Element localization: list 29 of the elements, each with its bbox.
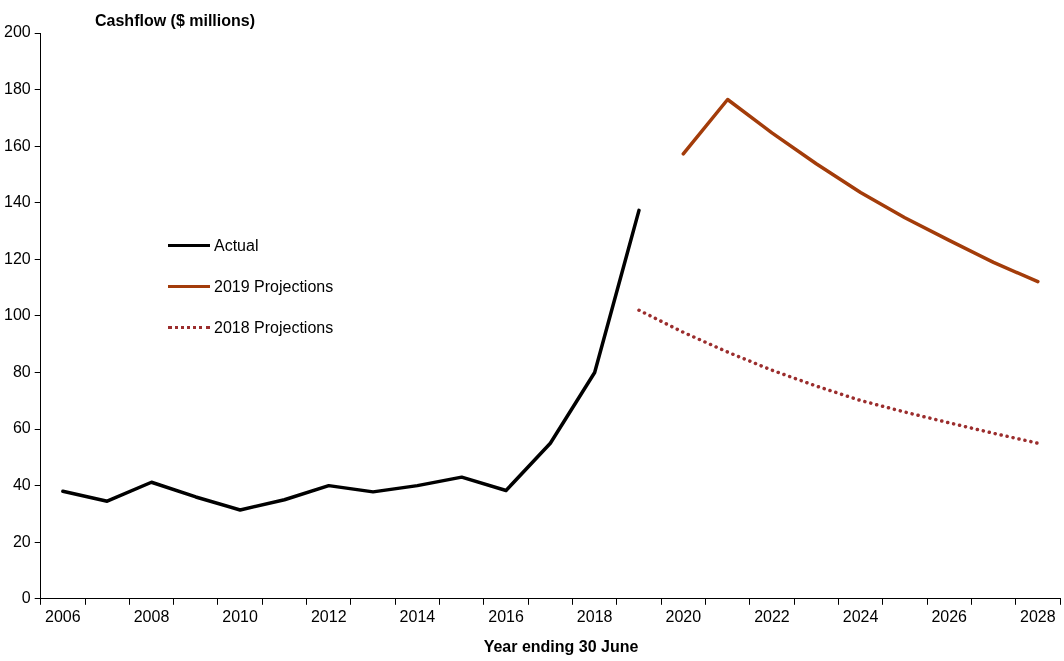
y-tick-label: 180 (3, 79, 31, 97)
y-tick-label: 20 (12, 532, 31, 550)
x-tick-label: 2024 (842, 607, 879, 625)
x-tick-label: 2022 (754, 607, 790, 625)
y-tick-label: 160 (3, 136, 31, 154)
x-tick-label: 2028 (1020, 607, 1056, 625)
y-tick-label: 100 (3, 306, 31, 324)
y-tick-label: 120 (3, 249, 31, 267)
y-tick-label: 200 (3, 23, 31, 41)
y-axis-title: Cashflow ($ millions) (95, 12, 256, 30)
x-tick-label: 2014 (399, 607, 436, 625)
x-tick-label: 2006 (45, 607, 81, 625)
x-tick-label: 2012 (310, 607, 347, 625)
y-tick-label: 40 (12, 476, 31, 494)
x-tick-label: 2016 (488, 607, 524, 625)
y-tick-label: 60 (12, 419, 31, 437)
legend-label: 2019 Projections (214, 277, 334, 296)
x-tick-label: 2010 (222, 607, 259, 625)
x-tick-label: 2020 (665, 607, 702, 625)
y-tick-label: 140 (3, 193, 31, 211)
x-tick-label: 2018 (576, 607, 613, 625)
legend-label: 2018 Projections (214, 318, 334, 337)
y-tick-label: 80 (12, 362, 31, 380)
x-tick-label: 2008 (133, 607, 170, 625)
y-tick-label: 0 (21, 589, 31, 607)
line-series (637, 308, 1040, 445)
x-axis-title: Year ending 30 June (482, 638, 640, 656)
legend-label: Actual (214, 236, 259, 255)
x-tick-label: 2026 (931, 607, 968, 625)
